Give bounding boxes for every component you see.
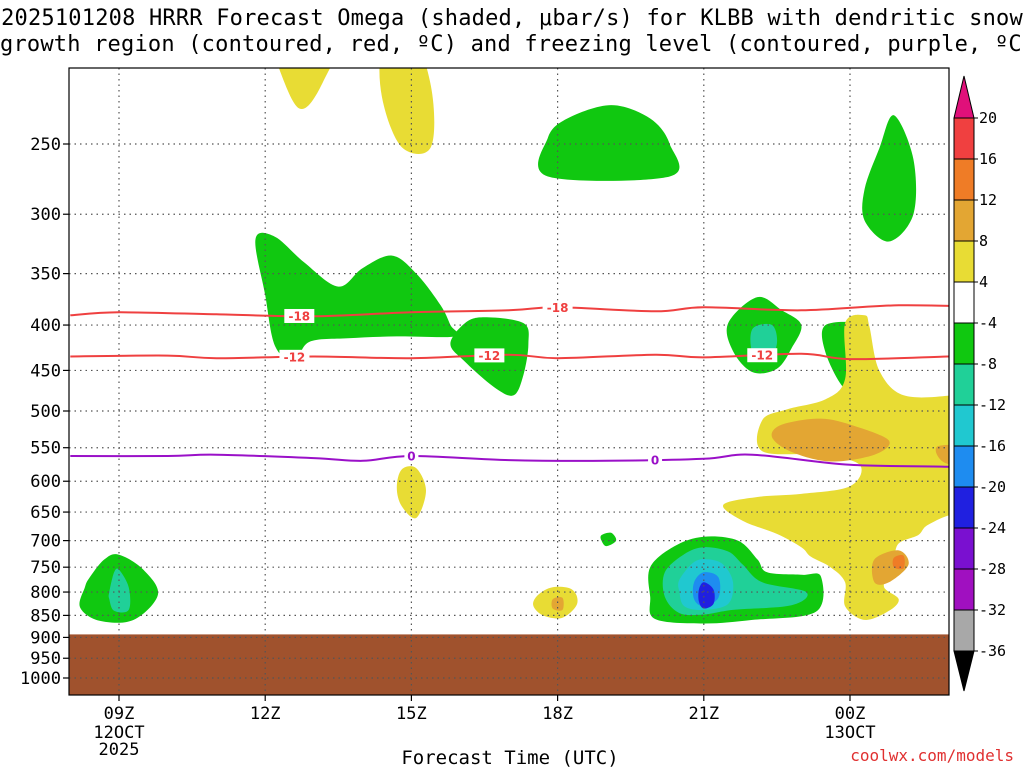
terrain-fill	[69, 634, 949, 695]
x-tick-label: 18Z	[542, 704, 573, 724]
omega-region	[935, 444, 949, 465]
colorbar-level-label: -24	[979, 519, 1006, 537]
x-tick-date-label: 13OCT	[824, 723, 875, 743]
x-tick-label: 12Z	[250, 704, 281, 724]
colorbar-level-label: -20	[979, 478, 1006, 496]
y-tick-label: 250	[30, 135, 61, 155]
x-tick-label: 00Z	[835, 704, 866, 724]
x-tick-label: 09Z	[104, 704, 135, 724]
colorbar: 20 16 12 8 4 -4 -8 -12 -16 -20 -24 -28 -32 -36	[953, 75, 1006, 692]
colorbar-level-label: -4	[979, 314, 997, 332]
contour-label: 0	[407, 450, 415, 464]
colorbar-level-label: 20	[979, 109, 997, 127]
y-tick-label: 400	[30, 316, 61, 336]
temperature-contours: -18 -18 -12 -12 -12 0 0	[70, 300, 949, 468]
y-tick-label: 750	[30, 558, 61, 578]
colorbar-swatch	[953, 404, 975, 447]
title-line-1: 2025101208 HRRR Forecast Omega (shaded, …	[1, 6, 1023, 31]
colorbar-swatch	[953, 363, 975, 406]
colorbar-swatch	[953, 322, 975, 365]
credit-link[interactable]: coolwx.com/models	[850, 746, 1014, 765]
omega-region	[698, 582, 715, 609]
colorbar-swatch	[953, 568, 975, 611]
colorbar-level-label: 12	[979, 191, 997, 209]
contour-label: -12	[479, 349, 501, 363]
contour-line	[70, 352, 949, 361]
contour-line	[70, 453, 949, 468]
colorbar-level-label: -12	[979, 396, 1006, 414]
y-tick-label: 450	[30, 361, 61, 381]
omega-region	[255, 232, 459, 362]
contour-label-bg	[279, 349, 310, 364]
contour-label-bg	[747, 348, 778, 363]
x-tick-label: 21Z	[688, 704, 719, 724]
omega-region	[862, 115, 917, 242]
colorbar-bottom-arrow	[953, 650, 975, 692]
y-tick-label: 300	[30, 205, 61, 225]
contour-label: -18	[547, 301, 569, 315]
colorbar-level-label: -32	[979, 601, 1006, 619]
omega-region	[892, 555, 905, 570]
colorbar-swatch	[953, 117, 975, 160]
y-tick-label: 650	[30, 503, 61, 523]
plot-frame	[68, 67, 950, 696]
y-tick-label: 500	[30, 402, 61, 422]
contour-line	[70, 304, 949, 318]
colorbar-swatch	[953, 199, 975, 242]
omega-region	[723, 314, 949, 620]
title-line-2: growth region (contoured, red, ºC) and f…	[0, 32, 1024, 57]
omega-region	[278, 68, 331, 110]
omega-region	[538, 105, 680, 181]
terrain	[69, 634, 949, 695]
colorbar-level-label: 4	[979, 273, 988, 291]
contour-label-bg	[284, 308, 315, 323]
y-tick-label: 1000	[20, 669, 61, 689]
contour-label: -12	[751, 349, 773, 363]
colorbar-level-label: -16	[979, 437, 1006, 455]
contour-label: 0	[651, 453, 659, 467]
y-tick-label: 600	[30, 472, 61, 492]
colorbar-swatch	[953, 609, 975, 652]
x-tick-year-label: 2025	[99, 740, 140, 760]
grid-lines	[69, 68, 949, 695]
contour-label-bg	[474, 348, 505, 363]
colorbar-swatch	[953, 281, 975, 324]
y-tick-label: 550	[30, 439, 61, 459]
omega-region	[379, 68, 435, 154]
omega-region	[600, 532, 617, 547]
colorbar-level-label: -28	[979, 560, 1006, 578]
contour-label-bg	[404, 449, 419, 464]
y-tick-label: 900	[30, 628, 61, 648]
y-axis: 2503003504004505005506006507007508008509…	[20, 135, 69, 689]
contour-label: -12	[284, 350, 306, 364]
x-axis-label: Forecast Time (UTC)	[401, 747, 618, 768]
omega-region	[551, 596, 564, 611]
colorbar-swatch	[953, 240, 975, 283]
x-tick-date-label: 12OCT	[93, 723, 144, 743]
y-tick-label: 350	[30, 265, 61, 285]
colorbar-swatch	[953, 527, 975, 570]
x-tick-label: 15Z	[396, 704, 427, 724]
contour-label-bg	[542, 300, 573, 315]
contour-label: -18	[288, 309, 310, 323]
colorbar-swatch	[953, 486, 975, 529]
chart-title: 2025101208 HRRR Forecast Omega (shaded, …	[0, 6, 1024, 58]
colorbar-swatch	[953, 445, 975, 488]
colorbar-level-label: 8	[979, 232, 988, 250]
y-tick-label: 950	[30, 649, 61, 669]
colorbar-level-label: 16	[979, 150, 997, 168]
colorbar-swatch	[953, 158, 975, 201]
colorbar-level-label: -8	[979, 355, 997, 373]
y-tick-label: 700	[30, 532, 61, 552]
omega-region	[771, 418, 890, 462]
y-tick-label: 800	[30, 583, 61, 603]
colorbar-level-label: -36	[979, 642, 1006, 660]
contour-label-bg	[648, 452, 663, 467]
y-tick-label: 850	[30, 606, 61, 626]
